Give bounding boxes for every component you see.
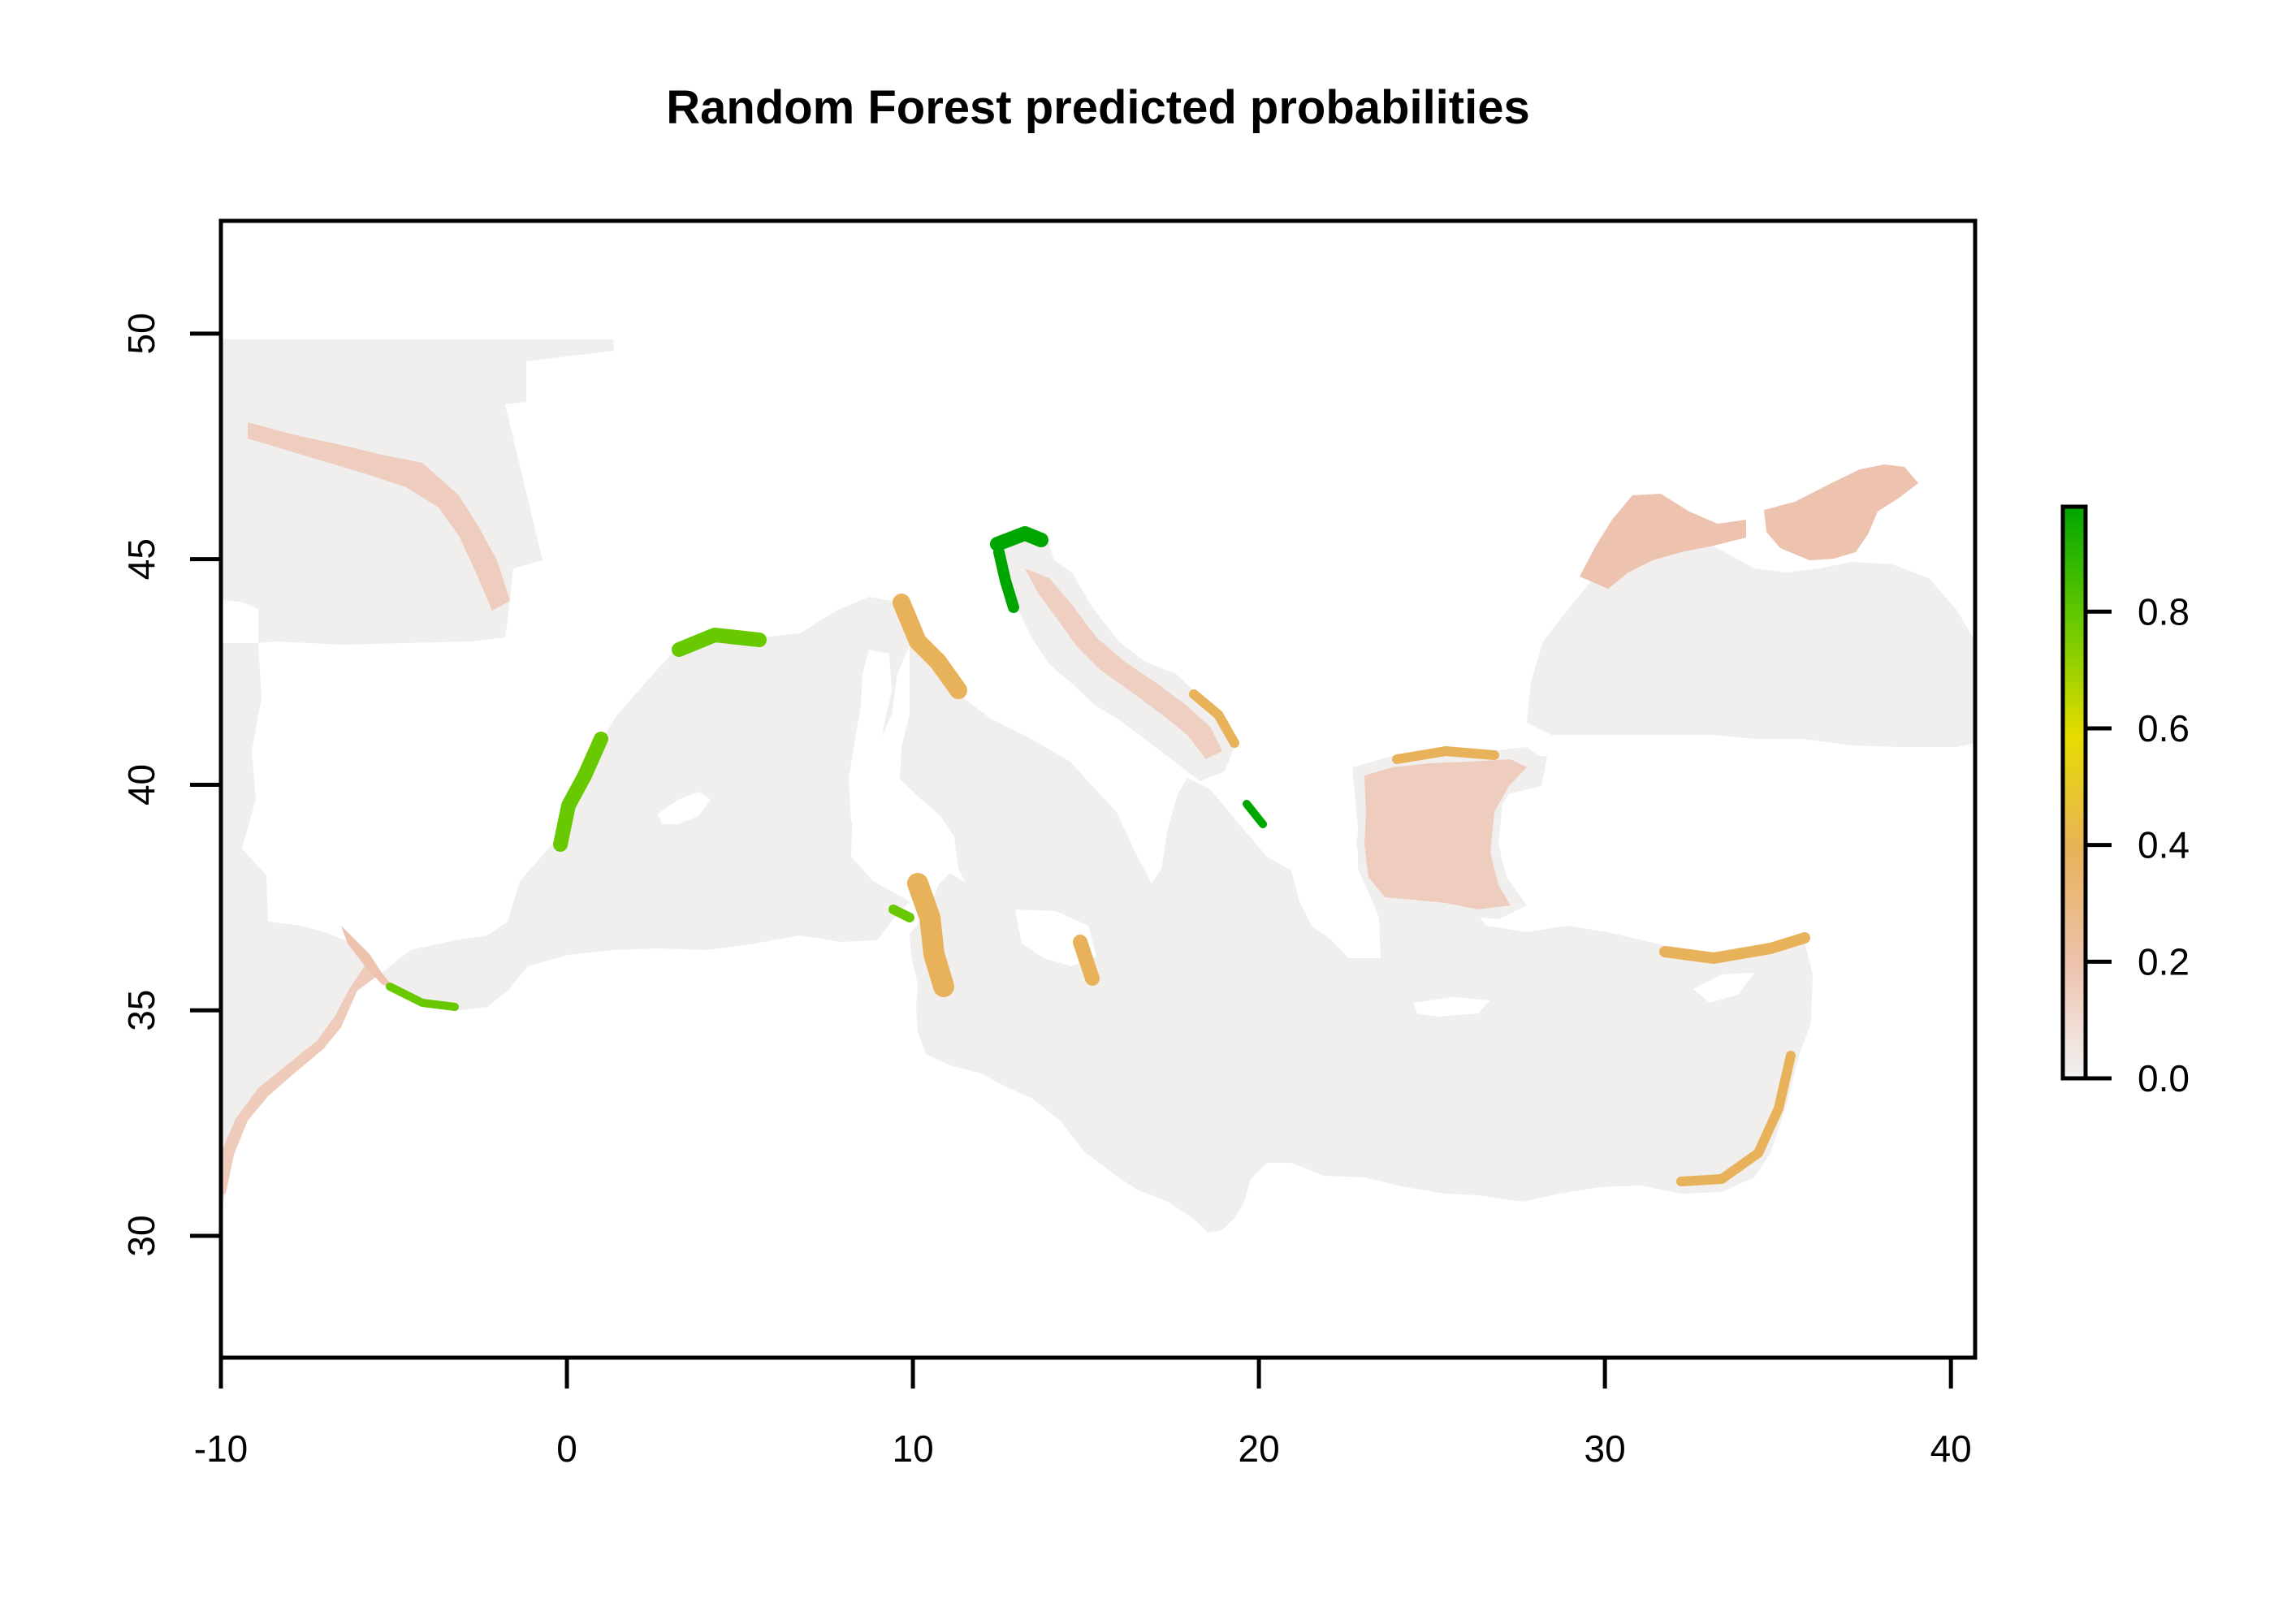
region-black-sea <box>1527 520 1975 747</box>
band-levant <box>1676 1051 1796 1186</box>
band-turkey-south <box>1659 932 1810 964</box>
legend-tick-label: 0.0 <box>2138 1057 2190 1099</box>
region-central-eastern-mediterranean <box>900 646 1813 1233</box>
island-cyprus <box>1693 973 1754 1003</box>
island-corsica-sardinia <box>849 650 892 849</box>
region-cantabrian-shelf <box>248 422 510 611</box>
y-axis: 30 35 40 45 50 <box>120 313 223 1257</box>
x-tick-label: -10 <box>194 1427 248 1470</box>
island-crete <box>1413 997 1490 1017</box>
band-istria <box>993 546 1019 613</box>
y-tick-label: 50 <box>120 313 162 354</box>
island-balearic <box>658 792 711 824</box>
x-tick-label: 30 <box>1584 1427 1626 1470</box>
high-probability-bands <box>386 526 1267 1011</box>
region-sea-of-azov <box>1764 464 1918 560</box>
region-strait-of-gibraltar <box>341 926 396 991</box>
region-atlantic-iberia-morocco <box>221 643 382 1210</box>
region-moroccan-shelf <box>221 962 382 1195</box>
color-legend: 0.0 0.2 0.4 0.6 0.8 <box>2060 504 2190 1099</box>
y-tick-label: 45 <box>120 538 162 580</box>
legend-ticks: 0.0 0.2 0.4 0.6 0.8 <box>2086 590 2190 1099</box>
x-tick-label: 20 <box>1239 1427 1280 1470</box>
legend-tick-label: 0.8 <box>2138 590 2190 633</box>
band-alboran-south <box>386 983 459 1011</box>
x-tick-label: 10 <box>892 1427 933 1470</box>
x-tick-label: 40 <box>1930 1427 1972 1470</box>
y-tick-label: 40 <box>120 764 162 806</box>
x-axis: -10 0 10 20 30 40 <box>194 1355 1972 1470</box>
band-greece-west <box>1243 800 1267 828</box>
band-tunisia-north <box>888 905 914 922</box>
legend-color-bar <box>2060 504 2088 1081</box>
legend-tick-label: 0.2 <box>2138 940 2190 983</box>
region-aegean-shelf <box>1364 759 1527 909</box>
region-adriatic-east-shelf <box>1025 568 1222 759</box>
band-albania <box>1189 689 1239 748</box>
y-tick-label: 35 <box>120 990 162 1031</box>
region-black-sea-northwest-shelf <box>1580 494 1746 589</box>
band-tunisia-gabes <box>907 873 954 997</box>
band-thrace <box>1392 746 1499 764</box>
y-tick-label: 30 <box>120 1215 162 1256</box>
legend-tick-label: 0.6 <box>2138 707 2190 749</box>
legend-tick-label: 0.4 <box>2138 824 2190 866</box>
chart-title: Random Forest predicted probabilities <box>666 81 1529 134</box>
band-ligurian <box>893 594 967 699</box>
moderate-probability-bands <box>893 594 1810 1186</box>
band-sicily-east <box>1073 935 1100 986</box>
band-catalan <box>553 732 608 852</box>
band-northern-adriatic <box>990 526 1048 551</box>
probability-map <box>221 339 1975 1233</box>
region-western-mediterranean <box>382 597 910 1011</box>
band-gulf-of-lion <box>672 628 767 657</box>
x-tick-label: 0 <box>556 1427 577 1470</box>
